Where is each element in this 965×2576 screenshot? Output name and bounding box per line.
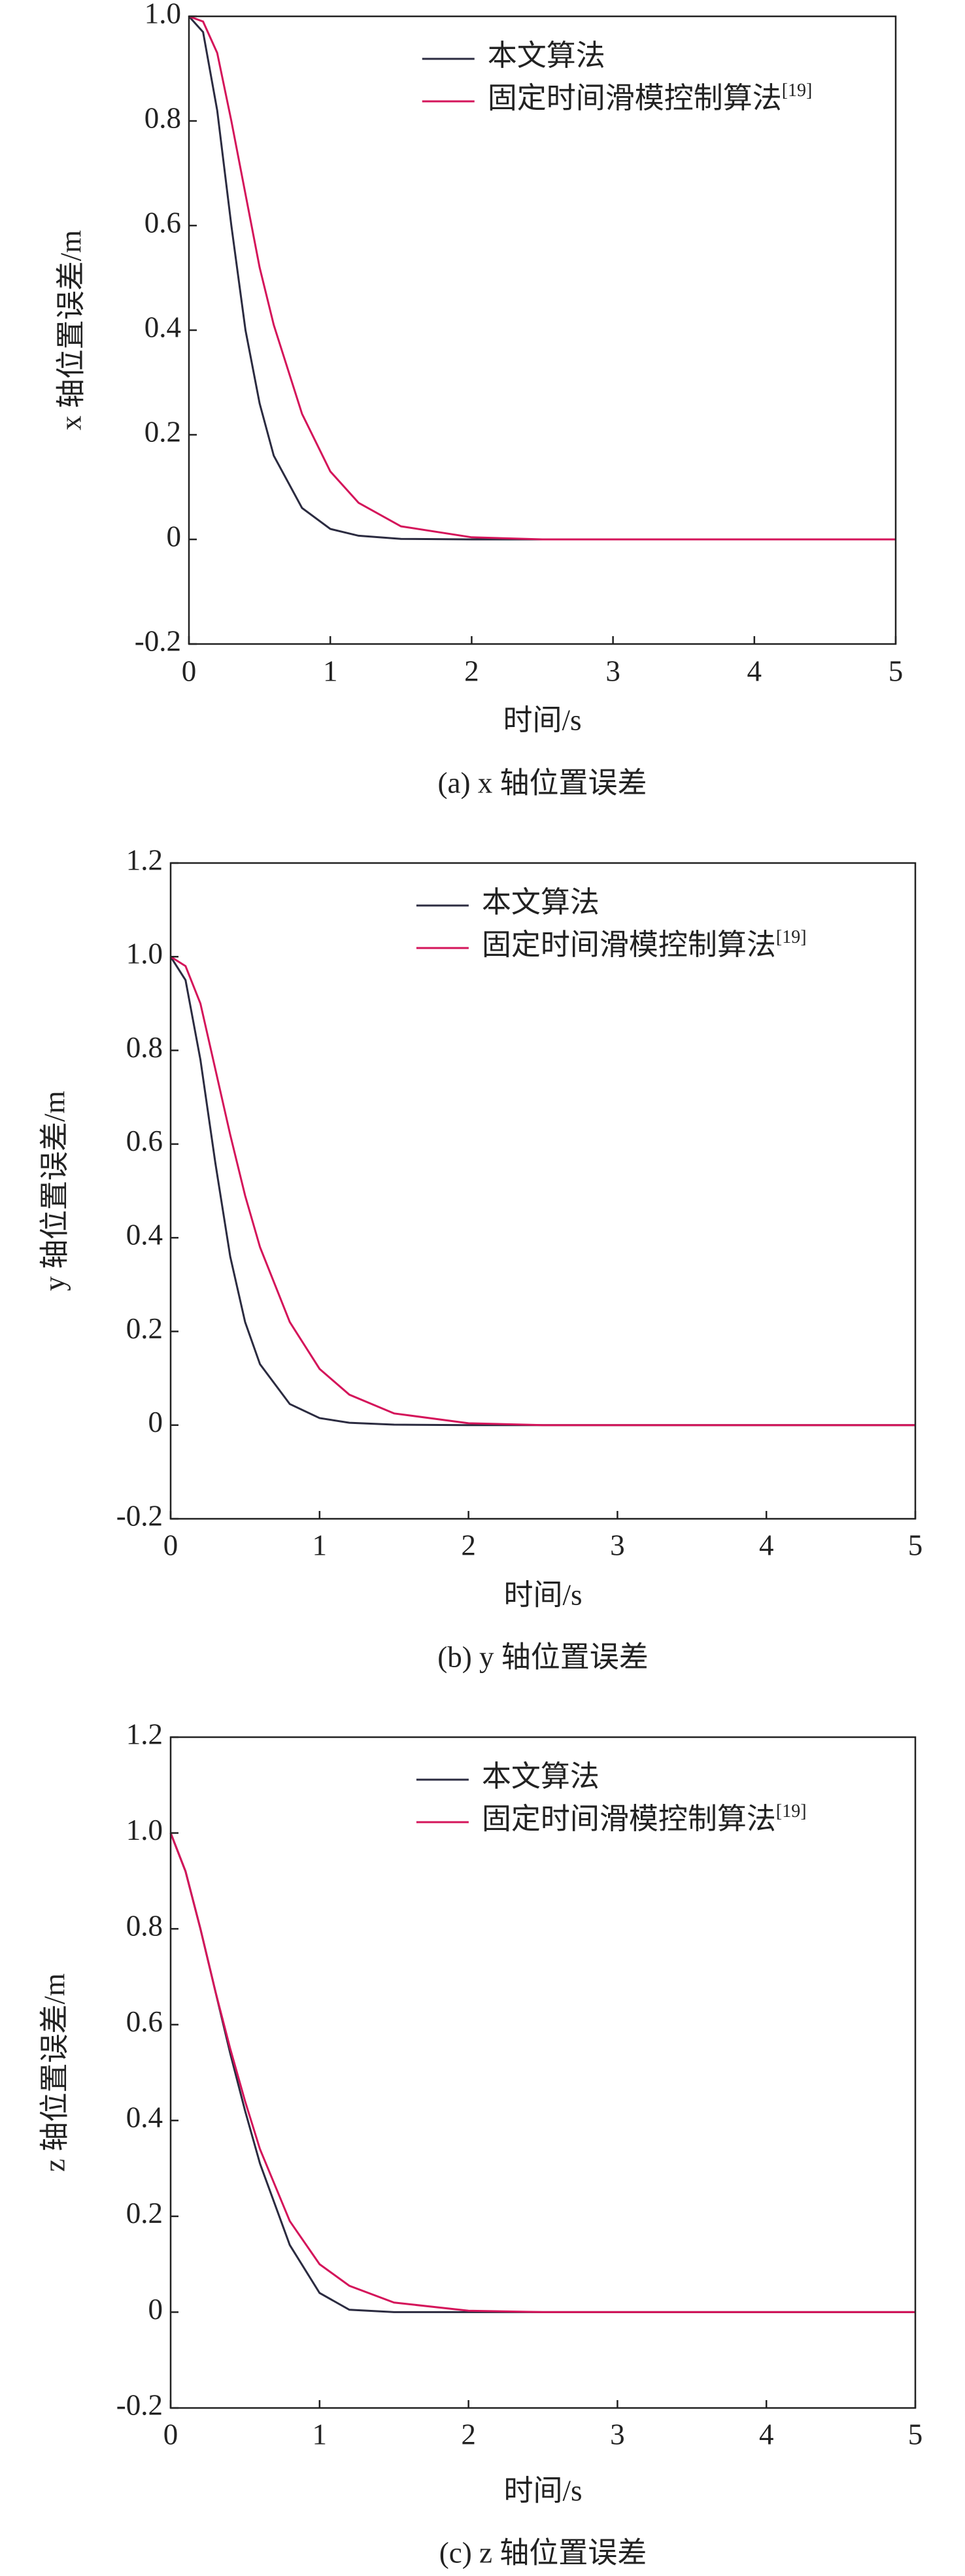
- plot-frame: [169, 862, 917, 1520]
- caption: (c) z 轴位置误差: [439, 2536, 647, 2569]
- y-tick-label: 0.8: [126, 1909, 163, 1942]
- legend-label: 本文算法: [482, 1760, 600, 1793]
- legend-label: 固定时间滑模控制算法[19]: [488, 80, 813, 114]
- y-tick-label: 0.8: [144, 101, 181, 134]
- y-tick-label: 0.8: [126, 1031, 163, 1064]
- y-tick-label: 1.2: [126, 1718, 163, 1750]
- chart: -0.200.20.40.60.81.01.20 1 2 3 4 5时间/sy 轴位置误差…: [38, 843, 923, 1673]
- y-tick-label: 1.2: [126, 843, 163, 876]
- y-tick-label: 0.4: [126, 1218, 163, 1251]
- legend-label: 本文算法: [488, 39, 605, 72]
- x-tick-label: 4: [747, 654, 762, 687]
- x-tick-label: 2: [461, 2418, 476, 2450]
- x-tick-label: 0: [163, 2418, 178, 2450]
- legend-label: 固定时间滑模控制算法[19]: [482, 1801, 807, 1835]
- y-tick-label: 1.0: [126, 1814, 163, 1846]
- legend-name: 本文算法: [482, 1760, 600, 1793]
- y-axis-label: x 轴位置误差/m: [54, 230, 87, 430]
- legend-label: 本文算法: [482, 886, 600, 919]
- y-tick-label: 1.0: [126, 938, 163, 970]
- y-tick-label: 0.2: [126, 1312, 163, 1345]
- x-tick-label: 3: [610, 2418, 625, 2450]
- series-line: [188, 15, 896, 541]
- x-axis-label: 时间/s: [503, 1578, 582, 1611]
- y-tick-label: 0.2: [126, 2197, 163, 2229]
- legend-name: 固定时间滑模控制算法: [482, 1803, 776, 1835]
- legend-name: 固定时间滑模控制算法: [482, 928, 776, 961]
- y-tick-label: 0.6: [126, 2005, 163, 2038]
- x-tick-label: 2: [461, 1529, 476, 1561]
- x-tick-label: 5: [908, 1529, 923, 1561]
- y-tick-label: 0.6: [144, 206, 181, 239]
- x-tick-label: 1: [313, 1529, 328, 1561]
- x-tick-label: 3: [610, 1529, 625, 1561]
- y-tick-label: 0.4: [144, 311, 181, 343]
- y-axis-label: z 轴位置误差/m: [38, 1973, 71, 2172]
- caption: (b) y 轴位置误差: [437, 1640, 648, 1673]
- x-tick-label: 4: [759, 2418, 774, 2450]
- series-line: [169, 956, 915, 1427]
- y-tick-label: 1.0: [144, 0, 181, 29]
- series-line: [169, 1833, 915, 2313]
- series-line: [169, 1833, 915, 2313]
- chart: -0.200.20.40.60.81.01.20 1 2 3 4 5时间/sz 轴位置误差…: [38, 1718, 923, 2569]
- x-tick-label: 0: [182, 654, 197, 687]
- x-tick-label: 5: [908, 2418, 923, 2450]
- chart: -0.200.20.40.60.81.00 1 2 3 4 5时间/sx 轴位置误差/m(…: [54, 0, 903, 799]
- y-tick-label: 0.2: [144, 415, 181, 448]
- legend-ref: [19]: [782, 80, 813, 101]
- x-tick-label: 0: [163, 1529, 178, 1561]
- x-axis-label: 时间/s: [503, 2474, 582, 2507]
- y-tick-label: 0: [148, 2293, 163, 2326]
- y-tick-label: -0.2: [135, 624, 181, 657]
- x-tick-label: 3: [605, 654, 620, 687]
- y-axis-label: y 轴位置误差/m: [38, 1091, 71, 1291]
- x-tick-label: 1: [313, 2418, 328, 2450]
- y-tick-label: 0: [167, 520, 182, 552]
- caption: (a) x 轴位置误差: [438, 766, 647, 799]
- y-tick-label: -0.2: [116, 1499, 163, 1532]
- y-tick-label: -0.2: [116, 2388, 163, 2421]
- x-tick-label: 4: [759, 1529, 774, 1561]
- legend-label: 固定时间滑模控制算法[19]: [482, 927, 807, 961]
- x-tick-label: 5: [889, 654, 904, 687]
- legend-name: 本文算法: [488, 39, 605, 72]
- x-tick-label: 1: [323, 654, 338, 687]
- y-tick-label: 0: [148, 1406, 163, 1438]
- y-tick-label: 0.4: [126, 2101, 163, 2134]
- y-tick-label: 0.6: [126, 1125, 163, 1157]
- x-tick-label: 2: [464, 654, 479, 687]
- legend-ref: [19]: [776, 1801, 807, 1822]
- legend-ref: [19]: [776, 927, 807, 947]
- plot-frame: [169, 1736, 917, 2409]
- legend-name: 固定时间滑模控制算法: [488, 82, 782, 114]
- x-axis-label: 时间/s: [503, 703, 581, 736]
- legend-name: 本文算法: [482, 886, 600, 919]
- series-line: [170, 956, 915, 1427]
